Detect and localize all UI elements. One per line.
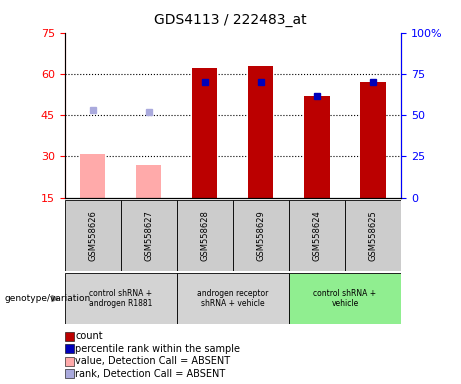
Bar <box>136 165 161 198</box>
Bar <box>65 332 74 341</box>
Text: count: count <box>75 331 103 341</box>
Text: value, Detection Call = ABSENT: value, Detection Call = ABSENT <box>75 356 230 366</box>
Bar <box>289 273 401 324</box>
Bar <box>65 200 121 271</box>
Text: GSM558625: GSM558625 <box>368 210 378 261</box>
Text: GDS4113 / 222483_at: GDS4113 / 222483_at <box>154 13 307 27</box>
Text: control shRNA +
vehicle: control shRNA + vehicle <box>313 289 377 308</box>
Text: GSM558629: GSM558629 <box>256 210 266 261</box>
Bar <box>80 154 105 198</box>
Text: androgen receptor
shRNA + vehicle: androgen receptor shRNA + vehicle <box>197 289 268 308</box>
Text: GSM558624: GSM558624 <box>313 210 321 261</box>
Text: percentile rank within the sample: percentile rank within the sample <box>75 344 240 354</box>
Text: GSM558626: GSM558626 <box>88 210 97 261</box>
Bar <box>192 68 218 198</box>
Text: rank, Detection Call = ABSENT: rank, Detection Call = ABSENT <box>75 369 225 379</box>
Text: genotype/variation: genotype/variation <box>5 294 91 303</box>
Bar <box>177 273 289 324</box>
Bar <box>65 357 74 366</box>
Text: GSM558628: GSM558628 <box>200 210 209 261</box>
Bar <box>177 200 233 271</box>
Bar <box>304 96 330 198</box>
Bar <box>121 200 177 271</box>
Bar <box>361 82 386 198</box>
Bar <box>65 273 177 324</box>
Bar <box>345 200 401 271</box>
Bar <box>233 200 289 271</box>
Text: GSM558627: GSM558627 <box>144 210 153 261</box>
Bar <box>65 369 74 378</box>
Bar <box>65 344 74 353</box>
Bar <box>248 66 273 198</box>
Text: control shRNA +
androgen R1881: control shRNA + androgen R1881 <box>89 289 152 308</box>
Bar <box>289 200 345 271</box>
